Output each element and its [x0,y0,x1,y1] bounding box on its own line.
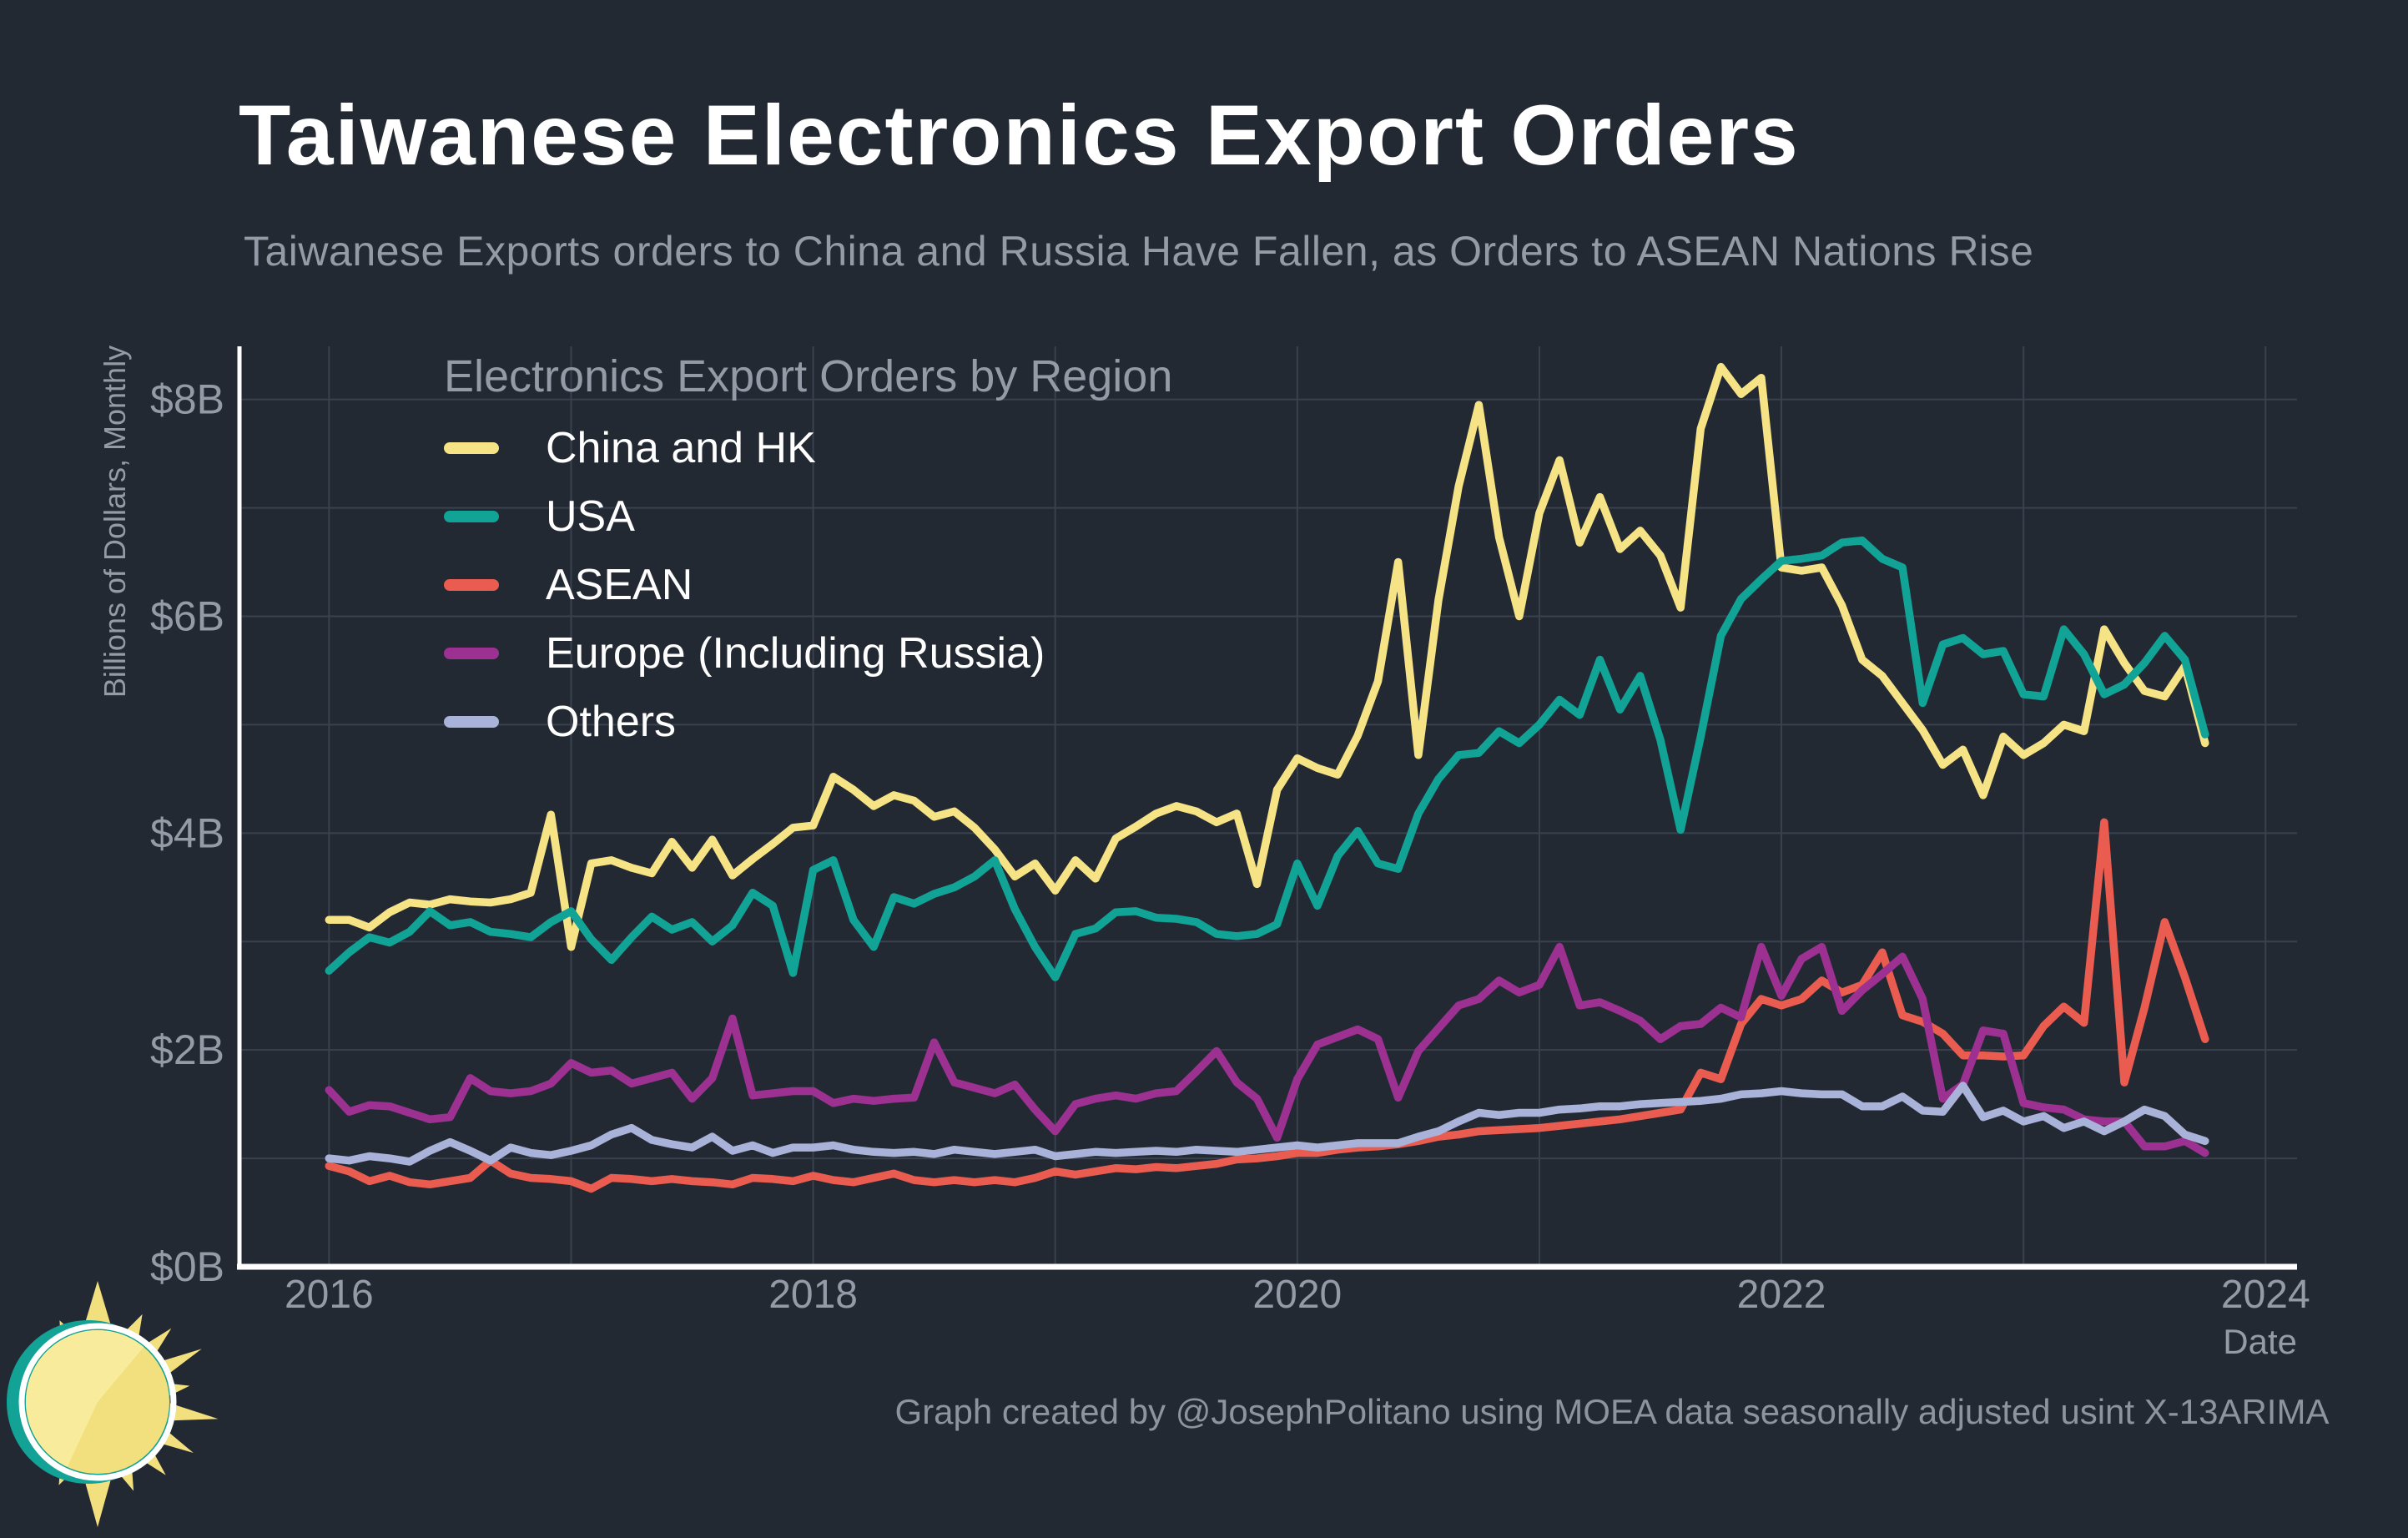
y-tick-label: $6B [150,593,224,639]
sun-ring [18,1323,177,1481]
legend-label: China and HK [546,424,816,472]
axes [237,346,2297,1270]
sun-logo [7,1281,219,1527]
chart-legend: Electronics Export Orders by Region Chin… [444,350,1172,756]
legend-label: USA [546,492,635,541]
legend-item: USA [444,482,1172,551]
y-tick-label: $2B [150,1026,224,1073]
series-line-others [325,1082,2209,1166]
legend-swatch-icon [444,442,499,454]
x-tick-label: 2016 [285,1273,374,1317]
legend-swatch-icon [444,648,499,659]
legend-label: ASEAN [546,561,693,609]
legend-swatch-icon [444,511,499,522]
tick-labels: $0B $2B $4B $6B $8B 2016 2018 2020 2022 2024 [150,376,2310,1317]
sun-wedge [25,1329,144,1467]
footer-credit: Graph created by @JosephPolitano using M… [894,1392,2330,1431]
legend-swatch-icon [444,716,499,728]
legend-title: Electronics Export Orders by Region [444,351,1173,401]
legend-item: ASEAN [444,551,1172,619]
gridlines [239,346,2297,1267]
series-lines [325,362,2209,1193]
series-line-china-and-hk [325,362,2209,951]
page-title: Taiwanese Electronics Export Orders [239,88,1800,183]
x-axis-title: Date [2223,1322,2297,1361]
series-line-asean [325,818,2209,1193]
x-tick-label: 2020 [1252,1273,1342,1317]
legend-item: Others [444,688,1172,756]
x-tick-label: 2024 [2221,1273,2310,1317]
y-tick-label: $8B [150,376,224,423]
legend-item: Europe (Including Russia) [444,619,1172,688]
y-tick-label: $0B [150,1243,224,1290]
legend-label: Others [546,698,677,746]
series-line-usa [325,536,2209,981]
series-line-europe-including-russia [325,942,2209,1157]
x-tick-label: 2018 [768,1273,858,1317]
y-axis-title: Billions of Dollars, Monthly [98,345,132,698]
x-tick-label: 2022 [1737,1273,1826,1317]
legend-item: China and HK [444,414,1172,482]
legend-label: Europe (Including Russia) [546,629,1045,678]
y-tick-label: $4B [150,809,224,856]
page-subtitle: Taiwanese Exports orders to China and Ru… [244,228,2034,275]
legend-items: China and HK USA ASEAN Europe (Including Ru… [444,414,1172,756]
legend-swatch-icon [444,579,499,591]
